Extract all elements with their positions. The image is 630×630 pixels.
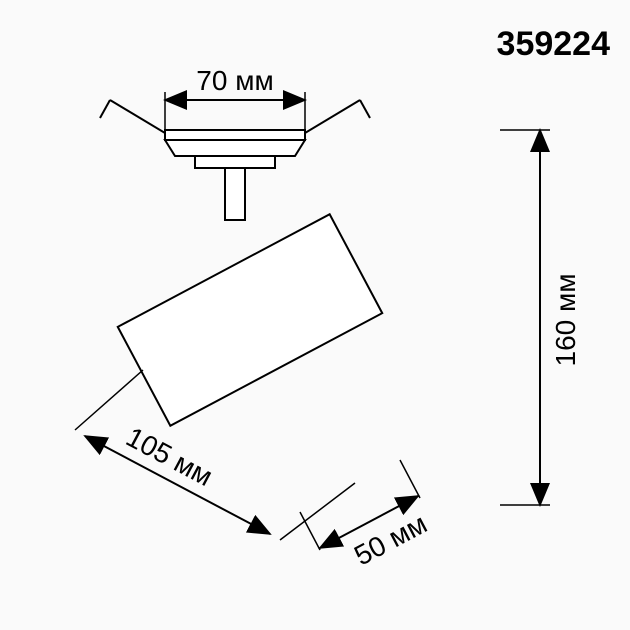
- dimension-diagram: 359224 70 мм 160 мм 105 мм: [0, 0, 630, 630]
- product-code: 359224: [497, 25, 611, 63]
- neck: [225, 168, 245, 220]
- dim-top-label: 70 мм: [196, 65, 273, 96]
- dim-height-label: 160 мм: [550, 274, 581, 367]
